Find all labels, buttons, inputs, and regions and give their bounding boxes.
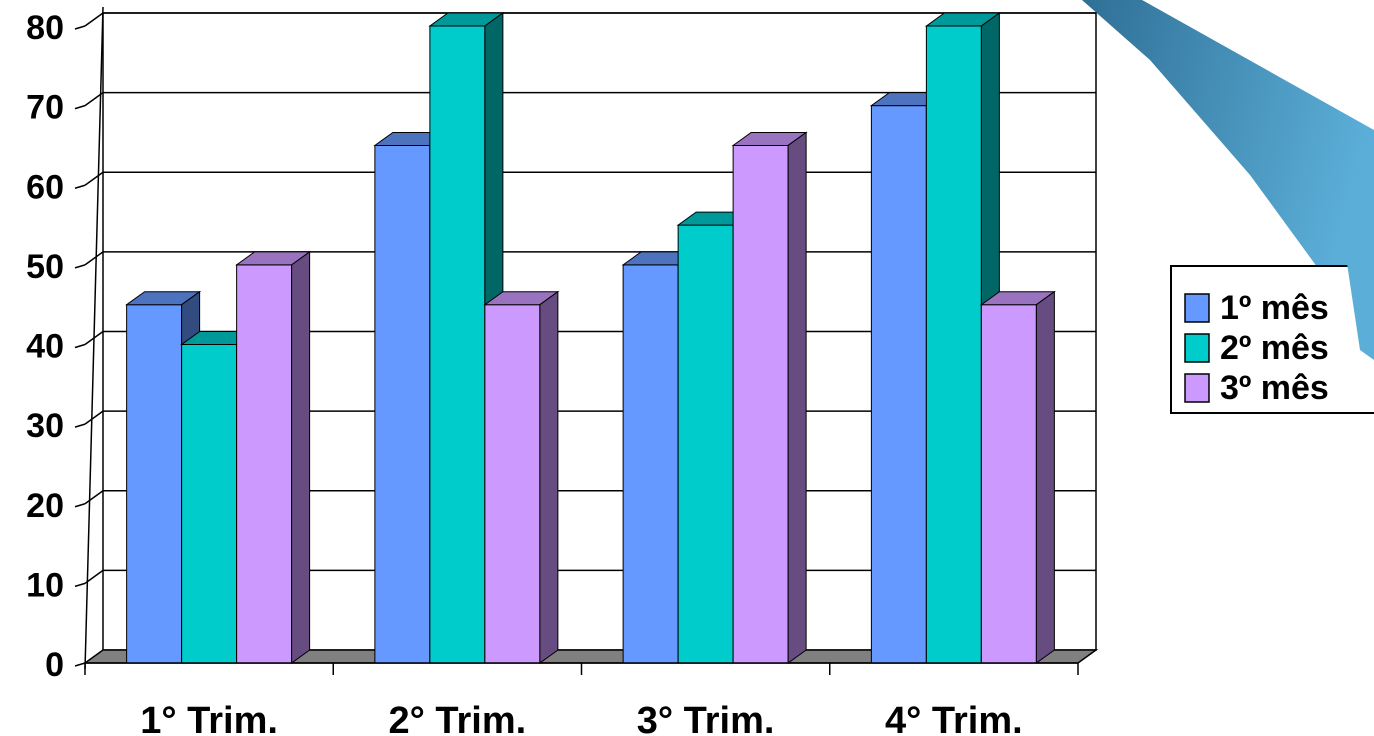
y-tick-label: 70 [26,89,64,127]
bar-front [429,25,486,664]
decorative-ribbon [1082,0,1374,345]
decorative-ribbon-edge [1342,195,1374,360]
bar-front [980,304,1037,664]
x-tick-label: 1° Trim. [140,700,278,736]
bar-side [787,131,807,664]
bar-side [291,250,311,664]
bar-side [1035,290,1055,664]
bar [483,290,560,664]
y-tick-mark [74,184,86,189]
y-tick-label: 50 [26,248,64,286]
x-tick-label: 2° Trim. [389,700,527,736]
bar-front [622,264,679,664]
y-tick-label: 80 [26,9,64,47]
bar-front [925,25,982,664]
y-tick-label: 30 [26,407,64,445]
bar-front [677,224,734,664]
bar-front [374,144,431,664]
y-tick-label: 60 [26,168,64,206]
legend-label: 3º mês [1220,369,1329,407]
bar-side [539,290,559,664]
gridline-side [84,171,104,186]
y-tick-label: 0 [45,646,64,684]
gridline-side [84,251,104,266]
y-tick-mark [74,264,86,269]
bar [979,290,1056,664]
x-tick-label: 3° Trim. [637,700,775,736]
y-tick-mark [74,343,86,349]
y-tick-mark [74,104,86,110]
bar-front [870,105,927,664]
y-tick-label: 10 [26,566,64,604]
bar-front [732,144,789,664]
bar [235,250,312,664]
y-tick-label: 20 [26,487,64,525]
bar-front [181,344,238,664]
gridline-side [84,490,104,505]
y-tick-mark [74,25,86,30]
y-tick-label: 40 [26,328,64,366]
y-tick-mark [74,662,86,667]
bar-front [236,264,293,664]
y-tick-mark [74,503,86,508]
legend-swatch [1184,293,1210,323]
legend-label: 1º mês [1220,289,1329,327]
legend-swatch [1184,373,1210,403]
bar [731,131,808,664]
legend-swatch [1184,333,1210,363]
legend-label: 2º mês [1220,329,1329,367]
bar-front [484,304,541,664]
y-tick-mark [74,582,86,588]
gridline-side [84,12,104,27]
y-tick-mark [74,423,86,428]
bar-front [126,304,183,664]
y-axis-line [84,6,104,670]
x-tick-label: 4° Trim. [885,700,1023,736]
gridline-side [84,410,104,425]
